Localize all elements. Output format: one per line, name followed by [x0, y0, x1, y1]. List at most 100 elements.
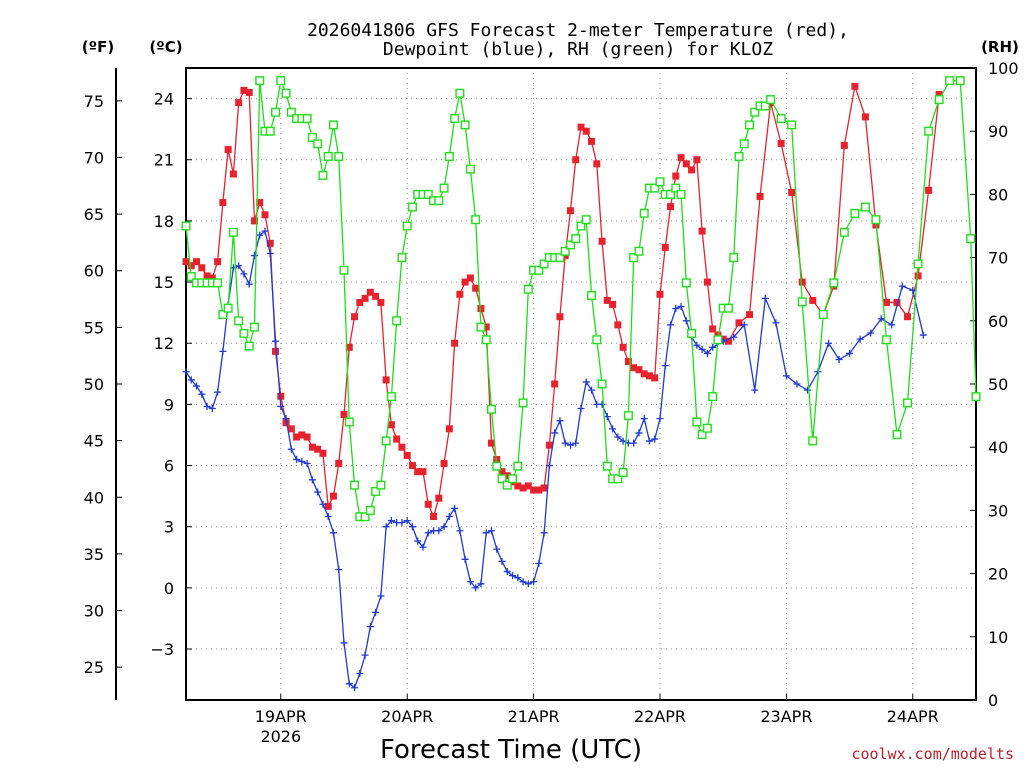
dewpoint-point	[651, 435, 659, 443]
fahrenheit-tick-label: 25	[84, 658, 104, 677]
rh-tick-label: 90	[988, 122, 1008, 141]
dewpoint-point	[435, 527, 443, 535]
dewpoint-point	[509, 572, 517, 580]
rh-point	[618, 467, 628, 477]
rh-point	[565, 240, 575, 250]
temperature-point	[314, 445, 322, 453]
temperature-point	[709, 325, 717, 333]
dewpoint-point	[661, 362, 669, 370]
temperature-point	[630, 364, 638, 372]
rh-point	[913, 259, 923, 269]
dewpoint-point	[598, 400, 606, 408]
temperature-point	[382, 376, 390, 384]
dewpoint-point	[424, 529, 432, 537]
temperature-point	[461, 278, 469, 286]
temperature-point	[408, 462, 416, 470]
rh-point	[776, 114, 786, 124]
rh-point	[697, 430, 707, 440]
rh-point	[745, 120, 755, 130]
dewpoint-point	[588, 386, 596, 394]
temperature-point	[566, 207, 574, 215]
temperature-point	[398, 443, 406, 451]
temperature-point	[182, 258, 190, 266]
temperature-point	[682, 160, 690, 168]
rh-point	[850, 208, 860, 218]
temperature-point	[619, 343, 627, 351]
rh-point	[587, 291, 597, 301]
rh-point	[702, 423, 712, 433]
temperature-point	[609, 300, 617, 308]
dewpoint-point	[909, 286, 917, 294]
temperature-point	[445, 425, 453, 433]
x-tick-label: 20APR	[381, 707, 433, 726]
dewpoint-point	[466, 578, 474, 586]
rh-point	[787, 120, 797, 130]
dewpoint-point	[682, 317, 690, 325]
dewpoint-point	[477, 580, 485, 588]
rh-point	[945, 76, 955, 86]
temperature-point	[519, 484, 527, 492]
dewpoint-point	[556, 417, 564, 425]
rh-point	[555, 253, 565, 263]
rh-point	[513, 461, 523, 471]
dewpoint-point	[372, 608, 380, 616]
series-line	[185, 83, 940, 519]
temperature-point	[503, 472, 511, 480]
rh-point	[460, 120, 470, 130]
rh-point	[307, 133, 317, 143]
dewpoint-point	[703, 349, 711, 357]
rh-point	[597, 379, 607, 389]
temperature-point	[456, 290, 464, 298]
plot-frame	[185, 67, 977, 701]
dewpoint-point	[235, 262, 243, 270]
rh-point	[523, 284, 533, 294]
rh-point	[797, 297, 807, 307]
dewpoint-point	[793, 380, 801, 388]
dewpoint-point	[530, 578, 538, 586]
rh-point	[681, 278, 691, 288]
temperature-point	[893, 298, 901, 306]
dewpoint-point	[387, 517, 395, 525]
temperature-point	[809, 296, 817, 304]
temperature-point	[688, 166, 696, 174]
dewpoint-point	[214, 388, 222, 396]
temperature-point	[487, 439, 495, 447]
temperature-point	[287, 425, 295, 433]
rh-point	[344, 417, 354, 427]
rh-point	[213, 278, 223, 288]
temperature-point	[293, 433, 301, 441]
dewpoint-point	[250, 252, 258, 260]
temperature-point	[582, 127, 590, 135]
rh-point	[350, 480, 360, 490]
celsius-tick-label: 24	[154, 90, 174, 109]
temperature-point	[477, 305, 485, 313]
temperature-point	[882, 298, 890, 306]
rh-point	[181, 221, 191, 231]
temperature-point	[851, 82, 859, 90]
rh-point	[818, 309, 828, 319]
temperature-point	[593, 160, 601, 168]
rh-point	[666, 189, 676, 199]
temperature-point	[356, 298, 364, 306]
dewpoint-point	[277, 402, 285, 410]
x-tick-label: 23APR	[760, 707, 812, 726]
celsius-tick-label: 3	[164, 518, 174, 537]
temperature-point	[603, 296, 611, 304]
rh-point	[286, 107, 296, 117]
celsius-tick-label: 18	[154, 212, 174, 231]
dewpoint-point	[582, 378, 590, 386]
dewpoint-point	[803, 386, 811, 394]
temperature-point	[340, 411, 348, 419]
dewpoint-point	[419, 543, 427, 551]
dewpoint-point	[219, 347, 227, 355]
rh-point	[186, 272, 196, 282]
dewpoint-point	[503, 568, 511, 576]
rh-tick-label: 10	[988, 628, 1008, 647]
dewpoint-point	[698, 345, 706, 353]
rh-point	[924, 126, 934, 136]
dewpoint-point	[825, 339, 833, 347]
rh-point	[634, 246, 644, 256]
fahrenheit-tick-label: 40	[84, 488, 104, 507]
series-dewpoint	[182, 227, 927, 692]
